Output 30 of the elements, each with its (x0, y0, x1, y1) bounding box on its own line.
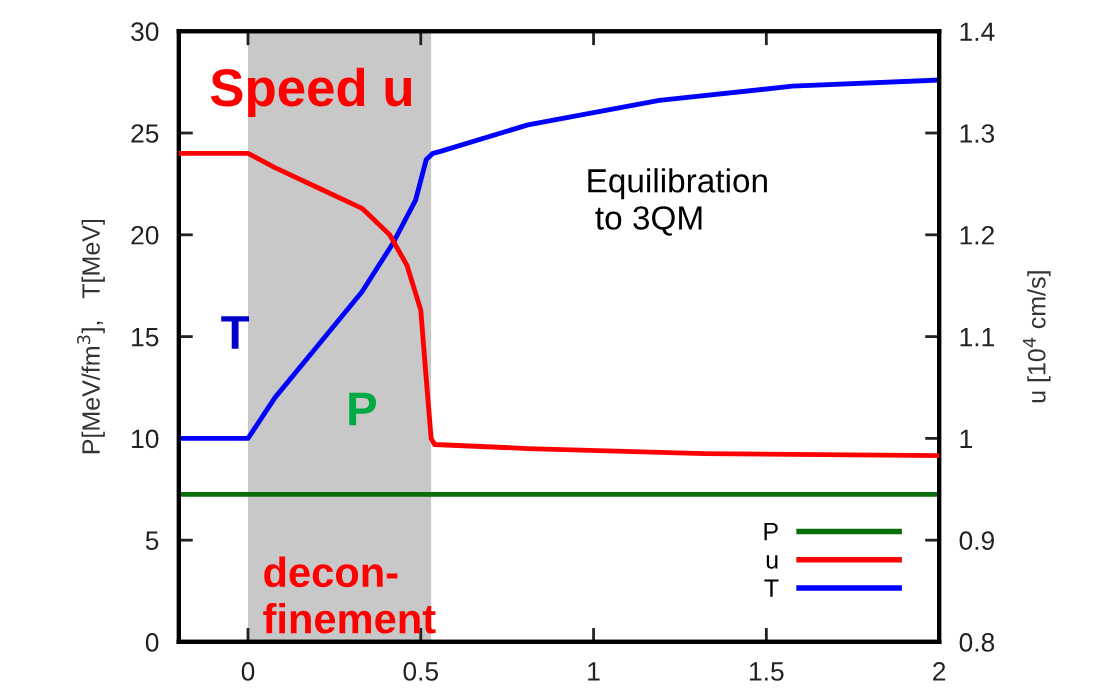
y-tick-label: 25 (131, 124, 159, 143)
y-tick-label: 10 (132, 429, 159, 449)
y-tick-label: 30 (131, 22, 159, 42)
y2-tick-label: 1.1 (960, 328, 994, 347)
y2-tick-label: 1.3 (960, 124, 995, 143)
legend-label: u (766, 555, 778, 569)
y-axis-title: P[MeV/fm$^{3}$], T[MeV] (77, 219, 105, 454)
y-tick-label: 0 (145, 633, 159, 652)
legend-label: P (764, 522, 778, 541)
annotation: Equilibration to 3QM (588, 168, 767, 236)
y2-axis-title: u [10$^{4}$ cm/s] (1023, 271, 1051, 403)
y2-tick-label: 1.2 (960, 225, 994, 245)
y-tick-label: 15 (132, 328, 159, 347)
y2-tick-label: 0.9 (959, 531, 994, 550)
y2-tick-label: 1 (960, 429, 972, 448)
annotation: P (349, 392, 377, 426)
y2-tick-label: 1.4 (960, 22, 995, 41)
annotation: T (221, 316, 250, 349)
x-tick-label: 0.5 (403, 662, 439, 681)
annotation: Speed u (210, 67, 412, 117)
x-tick-label: 2 (933, 662, 946, 681)
x-tick-label: 1.5 (750, 662, 784, 681)
x-tick-label: 0 (241, 662, 255, 681)
y-tick-label: 20 (131, 225, 159, 245)
annotation: decon- finement (263, 556, 436, 634)
y2-tick-label: 0.8 (959, 633, 995, 652)
x-tick-label: 1 (588, 662, 600, 681)
legend-label: T (764, 579, 779, 597)
y-tick-label: 5 (145, 531, 159, 550)
line-series (178, 150, 940, 459)
